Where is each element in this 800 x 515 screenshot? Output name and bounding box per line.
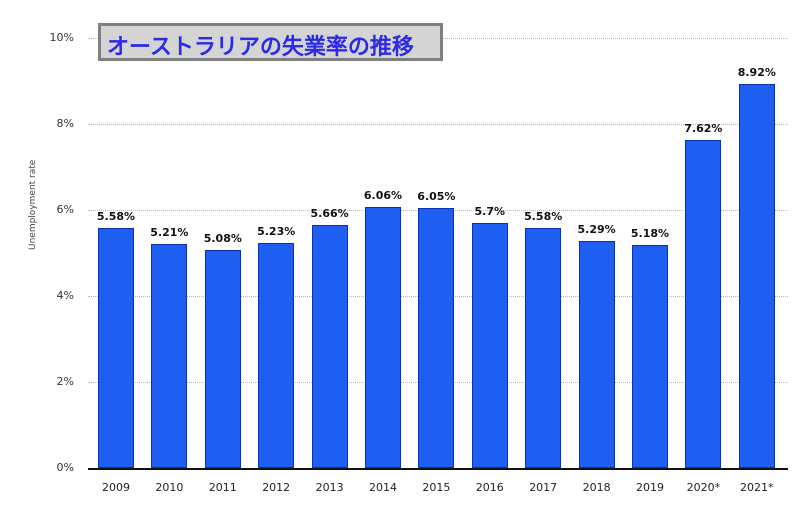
value-label: 8.92% — [737, 66, 776, 80]
value-label: 5.08% — [203, 231, 242, 245]
bar — [365, 207, 401, 468]
value-label: 5.66% — [310, 206, 349, 220]
bar — [311, 224, 348, 468]
x-tick-label: 2016 — [475, 481, 504, 494]
bar — [98, 228, 134, 468]
x-tick-label: 2017 — [529, 481, 558, 494]
value-label: 5.18% — [630, 227, 670, 241]
value-label: 5.58% — [96, 210, 136, 224]
value-label: 5.7% — [474, 204, 506, 218]
gridline — [88, 124, 788, 125]
bar — [578, 240, 615, 468]
x-tick-label: 2010 — [155, 481, 184, 494]
value-label: 6.05% — [417, 189, 456, 203]
y-axis-label: Unemployment rate — [28, 159, 38, 250]
value-label: 6.06% — [363, 189, 403, 203]
bar — [525, 228, 562, 468]
bar — [418, 207, 455, 468]
value-label: 5.23% — [257, 225, 296, 239]
chart-title: オーストラリアの失業率の推移 — [107, 35, 414, 60]
value-label: 5.21% — [150, 225, 189, 239]
chart-title-box: オーストラリアの失業率の推移 — [98, 23, 443, 61]
x-tick-label: 2012 — [262, 481, 291, 494]
x-tick-label: 2014 — [369, 481, 397, 494]
bar — [471, 222, 508, 468]
bar — [258, 243, 295, 468]
x-tick-label: 2009 — [102, 481, 130, 494]
bar — [204, 249, 241, 468]
value-label: 5.29% — [577, 222, 616, 236]
value-label: 7.62% — [684, 122, 723, 136]
y-tick-label: 8% — [56, 117, 74, 130]
bar — [738, 84, 775, 468]
x-tick-label: 2013 — [315, 481, 344, 494]
y-tick-label: 10% — [49, 31, 74, 44]
x-tick-label: 2019 — [636, 481, 664, 494]
x-tick-label: 2020* — [686, 481, 721, 494]
x-tick-label: 2018 — [582, 481, 611, 494]
bar — [685, 140, 722, 468]
y-tick-label: 6% — [56, 203, 74, 216]
y-tick-label: 4% — [56, 289, 74, 302]
x-tick-label: 2011 — [208, 481, 237, 494]
x-tick-label: 2021* — [740, 481, 774, 494]
x-tick-label: 2015 — [422, 481, 451, 494]
bar — [151, 243, 188, 468]
x-axis-line — [88, 468, 788, 470]
value-label: 5.58% — [524, 210, 563, 224]
bar — [632, 245, 668, 468]
y-tick-label: 0% — [56, 461, 74, 474]
y-tick-label: 2% — [56, 375, 74, 388]
